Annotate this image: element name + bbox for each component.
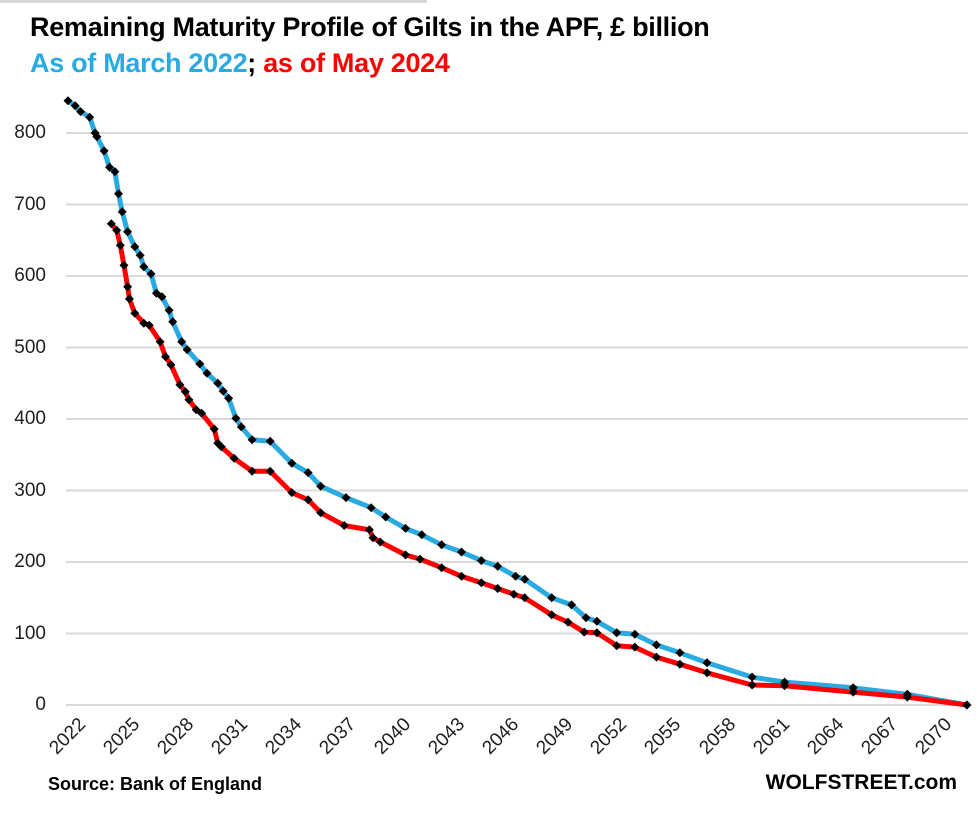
top-edge-artifact: [0, 0, 427, 3]
series-markers-red: [106, 219, 972, 710]
series-line-blue: [65, 98, 970, 708]
y-tick-label-400: 400: [14, 408, 46, 429]
y-tick-label-500: 500: [14, 336, 46, 358]
y-tick-label-100: 100: [14, 622, 46, 644]
legend-separator: ;: [247, 48, 264, 78]
series-markers-blue: [63, 96, 972, 710]
y-tick-label-300: 300: [14, 479, 46, 501]
series-line-red: [108, 221, 970, 708]
legend-label-march-2022: As of March 2022: [30, 48, 248, 78]
y-tick-label-600: 600: [14, 265, 46, 286]
source-note: Source: Bank of England: [48, 774, 263, 794]
y-tick-label-200: 200: [14, 551, 46, 572]
y-tick-label-800: 800: [14, 122, 46, 143]
wolfstreet-watermark: WOLFSTREET.com: [765, 771, 957, 794]
legend-label-may-2024: as of May 2024: [263, 48, 450, 78]
y-tick-label-0: 0: [35, 694, 46, 715]
y-tick-label-700: 700: [14, 193, 46, 215]
chart-subtitle: As of March 2022; as of May 2024: [30, 48, 450, 79]
chart-title: Remaining Maturity Profile of Gilts in t…: [30, 12, 710, 42]
